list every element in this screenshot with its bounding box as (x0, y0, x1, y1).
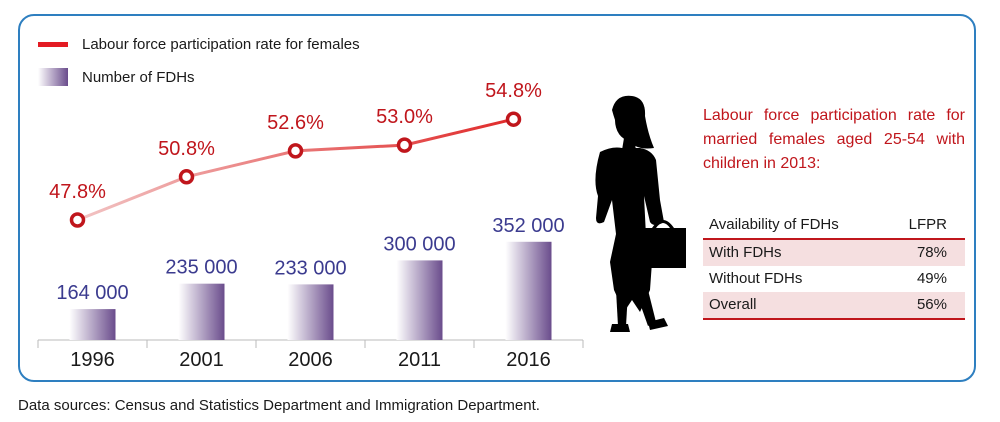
bar-fdh-2006 (287, 284, 334, 340)
married-females-note: Labour force participation rate for marr… (703, 107, 965, 172)
lfpr-value-label: 52.6% (267, 112, 324, 134)
x-tick-label: 2011 (398, 349, 441, 371)
table-header: Availability of FDHs LFPR (703, 212, 965, 240)
bar-value-label: 233 000 (274, 257, 346, 279)
lfpr-value-label: 50.8% (158, 138, 215, 160)
legend-line-swatch (38, 42, 68, 47)
bar-value-label: 164 000 (56, 282, 128, 304)
legend-item-fdhs: Number of FDHs (38, 68, 195, 86)
x-tick-label: 2016 (506, 349, 551, 371)
legend-label-fdhs: Number of FDHs (82, 68, 195, 86)
lfpr-point (287, 143, 304, 159)
data-source-note: Data sources: Census and Statistics Depa… (18, 397, 540, 414)
bar-value-label: 235 000 (165, 257, 237, 279)
lfpr-value-label: 47.8% (49, 181, 106, 203)
row-value: 78% (916, 244, 947, 261)
bar-fdh-1996 (69, 309, 116, 340)
table-row: Without FDHs 49% (703, 266, 965, 292)
lfpr-point (396, 137, 413, 153)
row-label: Without FDHs (709, 270, 803, 287)
bar-fdh-2001 (178, 283, 225, 340)
row-value: 56% (916, 296, 947, 313)
bar-value-label: 300 000 (383, 233, 455, 255)
row-value: 49% (916, 270, 947, 287)
lfpr-value-label: 54.8% (485, 80, 542, 102)
header-availability: Availability of FDHs (709, 216, 839, 233)
table-row: Overall 56% (703, 292, 965, 320)
row-label: With FDHs (709, 244, 782, 261)
lfpr-point (505, 111, 522, 127)
legend-bar-swatch (38, 68, 68, 86)
chart-panel (18, 14, 976, 382)
x-tick-label: 2006 (288, 349, 333, 371)
table-row: With FDHs 78% (703, 240, 965, 266)
lfpr-table: Availability of FDHs LFPR With FDHs 78% … (703, 212, 965, 320)
legend-item-lfpr: Labour force participation rate for fema… (38, 36, 360, 53)
x-tick-label: 1996 (70, 349, 115, 371)
bar-value-label: 352 000 (492, 215, 564, 237)
lfpr-point (178, 169, 195, 185)
row-label: Overall (709, 296, 757, 313)
x-tick-label: 2001 (179, 349, 224, 371)
lfpr-value-label: 53.0% (376, 106, 433, 128)
bar-fdh-2016 (505, 241, 552, 340)
legend-label-lfpr: Labour force participation rate for fema… (82, 36, 360, 53)
bar-fdh-2011 (396, 260, 443, 340)
lfpr-point (69, 212, 86, 228)
header-lfpr: LFPR (908, 216, 947, 233)
